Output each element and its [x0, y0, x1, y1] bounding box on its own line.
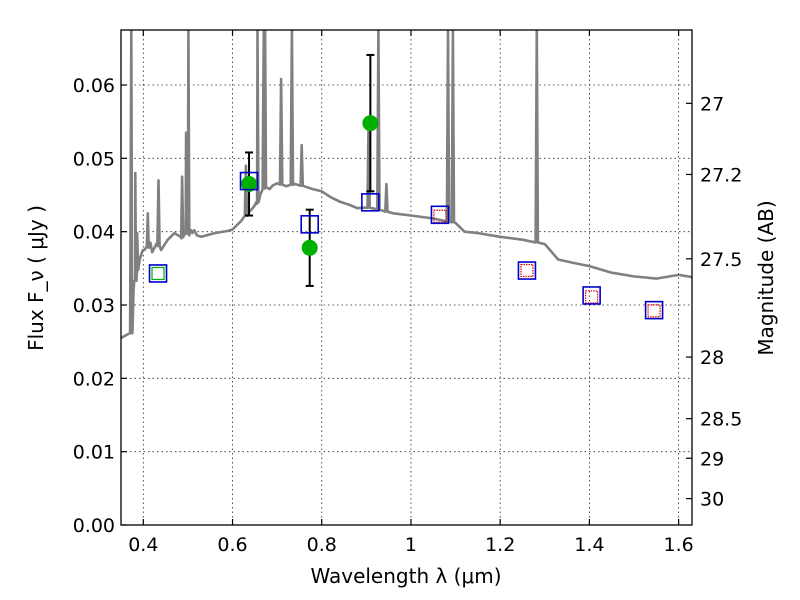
upper-limit-green [151, 266, 165, 281]
upper-limit-red [585, 290, 599, 304]
x-axis-title: Wavelength λ (μm) [310, 564, 501, 588]
observed-point [362, 115, 379, 132]
x-tick-label: 0.8 [307, 534, 337, 556]
tick-layer: 0.4 0.6 0.8 1 1.2 1.4 1.6 0.00 0.01 0.02 0.03 0.04 0… [73, 30, 742, 556]
model-photometry-square [239, 171, 259, 191]
right-tick-label: 30 [700, 489, 724, 511]
model-photometry-square [148, 264, 168, 283]
grid-layer [121, 30, 692, 526]
model-photometry-square [430, 205, 450, 225]
y-axis-title-left: Flux F_ν ( μJy ) [24, 205, 48, 351]
y-tick-label: 0.01 [73, 442, 115, 464]
upper-limit-red [520, 263, 534, 278]
upper-limit-red [433, 209, 447, 223]
x-tick-label: 0.4 [128, 534, 158, 556]
points-layer [148, 53, 664, 320]
x-tick-label: 1 [405, 534, 417, 556]
y-tick-label: 0.06 [73, 75, 115, 97]
y-axis-title-right: Magnitude (AB) [754, 200, 778, 355]
observed-point [301, 239, 318, 256]
spectrum-layer [121, 30, 692, 340]
x-tick-label: 1.2 [485, 534, 515, 556]
model-photometry-square [300, 215, 319, 234]
y-tick-label: 0.05 [73, 148, 115, 170]
y-tick-label: 0.03 [73, 295, 115, 317]
right-tick-label: 27.2 [700, 164, 742, 186]
x-tick-label: 0.6 [217, 534, 247, 556]
y-tick-label: 0.00 [73, 515, 115, 537]
model-spectrum-line [121, 30, 692, 340]
y-tick-label: 0.04 [73, 222, 115, 244]
y-tick-label: 0.02 [73, 368, 115, 390]
plot-frame [120, 29, 693, 526]
x-tick-label: 1.6 [664, 534, 694, 556]
right-tick-label: 29 [700, 448, 724, 470]
x-tick-label: 1.4 [574, 534, 604, 556]
observed-point [241, 176, 258, 192]
model-photometry-square [361, 193, 380, 212]
right-tick-label: 27.5 [700, 249, 742, 271]
right-tick-label: 28.5 [700, 409, 742, 431]
model-photometry-square [517, 261, 537, 280]
model-photometry-square [582, 286, 601, 305]
right-tick-label: 28 [700, 347, 724, 369]
model-photometry-square [644, 300, 664, 320]
upper-limit-red [647, 304, 661, 318]
right-tick-label: 27 [700, 93, 724, 115]
